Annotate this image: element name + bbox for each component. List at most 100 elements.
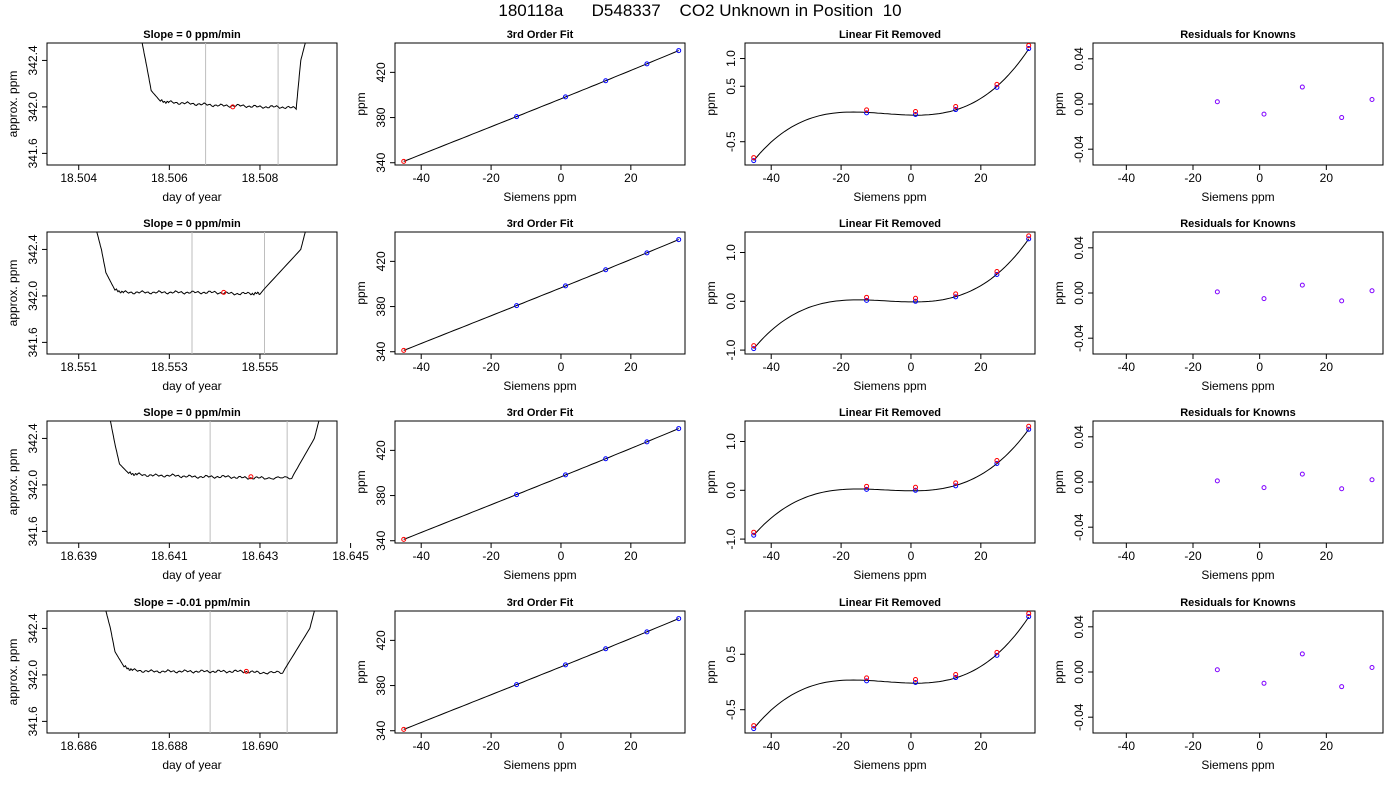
fit-row-4-point bbox=[401, 726, 407, 732]
fit-row-1-point bbox=[644, 61, 650, 67]
fit-row-3-xtick-label: -40 bbox=[413, 549, 431, 563]
fit-row-3-point bbox=[676, 426, 682, 432]
linres-row-3-title: Linear Fit Removed bbox=[839, 407, 941, 419]
resid-row-3-point bbox=[1214, 478, 1220, 484]
linres-row-1-xtick-label: 0 bbox=[908, 171, 915, 185]
trace-row-2-ylabel: approx. ppm bbox=[6, 260, 20, 327]
trace-row-2-trace-line bbox=[96, 231, 306, 296]
linres-row-1-point-alt bbox=[913, 109, 919, 115]
trace-row-3-unknown-marker bbox=[248, 474, 254, 480]
linres-row-1-point-alt bbox=[994, 81, 1000, 87]
fit-row-1-ylabel: ppm bbox=[354, 92, 368, 115]
fit-row-4-ytick-label: 420 bbox=[374, 630, 388, 650]
resid-row-4-ytick-label: 0.04 bbox=[1072, 615, 1086, 639]
fit-row-3-fit-line bbox=[403, 428, 679, 540]
resid-row-4-frame bbox=[1092, 610, 1384, 734]
linres-row-3-ylabel: ppm bbox=[704, 470, 718, 493]
fit-row-2-ytick-label: 340 bbox=[374, 341, 388, 361]
trace-row-1-frame bbox=[46, 42, 338, 166]
resid-row-3-ytick-label: 0.00 bbox=[1072, 470, 1086, 494]
trace-row-4-xtick-label: 18.686 bbox=[60, 739, 97, 753]
resid-row-2-xtick-label: -40 bbox=[1118, 360, 1136, 374]
fit-row-3-point bbox=[401, 536, 407, 542]
fit-row-3-xtick-label: -20 bbox=[482, 549, 500, 563]
fit-row-2-xtick-label: -40 bbox=[413, 360, 431, 374]
fit-row-2-point bbox=[514, 303, 520, 309]
resid-row-2-point bbox=[1299, 282, 1305, 288]
linres-row-4-point bbox=[953, 675, 959, 681]
trace-row-3-trace-line bbox=[109, 420, 320, 480]
resid-row-2-frame bbox=[1092, 231, 1384, 355]
resid-row-2-point bbox=[1369, 288, 1375, 294]
linres-row-4-point bbox=[864, 678, 870, 684]
trace-row-1-xtick-label: 18.506 bbox=[151, 171, 188, 185]
trace-row-3-xlabel: day of year bbox=[162, 568, 221, 582]
trace-row-1-ylabel: approx. ppm bbox=[6, 71, 20, 138]
fit-row-1-point bbox=[563, 94, 569, 100]
fit-row-2-point bbox=[644, 250, 650, 256]
linres-row-4-ytick-label: -0.5 bbox=[724, 699, 738, 720]
linres-row-1-point bbox=[953, 107, 959, 113]
fit-row-3-ylabel: ppm bbox=[354, 470, 368, 493]
trace-row-1-title: Slope = 0 ppm/min bbox=[143, 29, 241, 41]
linres-row-2-xtick-label: -20 bbox=[832, 360, 850, 374]
linres-row-4-xtick-label: -20 bbox=[832, 739, 850, 753]
resid-row-4-xtick-label: -40 bbox=[1118, 739, 1136, 753]
fit-row-3-xtick-label: 20 bbox=[624, 549, 638, 563]
resid-row-1-point bbox=[1214, 99, 1220, 105]
resid-row-1-xtick-label: -20 bbox=[1184, 171, 1202, 185]
linres-row-4-xtick-label: 0 bbox=[908, 739, 915, 753]
linres-row-1-xtick-label: -40 bbox=[763, 171, 781, 185]
fit-row-1-xtick-label: -40 bbox=[413, 171, 431, 185]
linres-row-2-ytick-label: 1.0 bbox=[724, 244, 738, 261]
fit-row-4-point bbox=[644, 629, 650, 635]
resid-row-1-xlabel: Siemens ppm bbox=[1201, 190, 1274, 204]
linres-row-4-point bbox=[913, 680, 919, 686]
fit-row-1-ytick-label: 340 bbox=[374, 152, 388, 172]
trace-row-4-ytick-label: 341.6 bbox=[26, 706, 40, 736]
linres-row-4-point bbox=[994, 652, 1000, 658]
trace-row-1-trace-line bbox=[141, 42, 306, 111]
resid-row-3-title: Residuals for Knowns bbox=[1180, 407, 1296, 419]
linres-row-1-curve bbox=[753, 48, 1030, 161]
resid-row-4-point bbox=[1369, 664, 1375, 670]
trace-row-3-ytick-label: 341.6 bbox=[26, 516, 40, 546]
linres-row-1-frame bbox=[744, 42, 1036, 166]
fit-row-4-title: 3rd Order Fit bbox=[507, 597, 574, 609]
linres-row-1-point bbox=[751, 158, 757, 164]
fit-row-3-ytick-label: 340 bbox=[374, 530, 388, 550]
linres-row-1-ytick-label: 0.5 bbox=[724, 78, 738, 95]
resid-row-4-ytick-label: 0.00 bbox=[1072, 660, 1086, 684]
trace-row-2-unknown-marker bbox=[221, 289, 227, 295]
fit-row-1-point bbox=[401, 158, 407, 164]
linres-row-4-point-alt bbox=[994, 649, 1000, 655]
fit-row-3-point bbox=[644, 439, 650, 445]
linres-row-1-ylabel: ppm bbox=[704, 92, 718, 115]
linres-row-1-point-alt bbox=[751, 155, 757, 161]
fit-row-1-xlabel: Siemens ppm bbox=[503, 190, 576, 204]
fit-row-2-xlabel: Siemens ppm bbox=[503, 379, 576, 393]
trace-row-4-ylabel: approx. ppm bbox=[6, 639, 20, 706]
linres-row-3-xtick-label: -20 bbox=[832, 549, 850, 563]
resid-row-1-point bbox=[1261, 111, 1267, 117]
trace-row-3-ylabel: approx. ppm bbox=[6, 449, 20, 516]
fit-row-4-xtick-label: 0 bbox=[558, 739, 565, 753]
linres-row-3-xtick-label: -40 bbox=[763, 549, 781, 563]
fit-row-1-fit-line bbox=[403, 50, 679, 162]
fit-row-2-fit-line bbox=[403, 239, 679, 351]
trace-row-4-trace-line bbox=[105, 610, 315, 675]
resid-row-2-xtick-label: -20 bbox=[1184, 360, 1202, 374]
linres-row-3-curve bbox=[753, 429, 1030, 536]
resid-row-1-ytick-label: -0.04 bbox=[1072, 135, 1086, 163]
trace-row-2-ytick-label: 341.6 bbox=[26, 327, 40, 357]
resid-row-2-xlabel: Siemens ppm bbox=[1201, 379, 1274, 393]
linres-row-2-point bbox=[913, 298, 919, 304]
trace-row-4-frame bbox=[46, 610, 338, 734]
resid-row-2-xtick-label: 20 bbox=[1320, 360, 1334, 374]
fit-row-2-xtick-label: -20 bbox=[482, 360, 500, 374]
resid-row-3-point bbox=[1369, 477, 1375, 483]
linres-row-3-point bbox=[1026, 426, 1032, 432]
linres-row-2-curve bbox=[753, 238, 1030, 350]
